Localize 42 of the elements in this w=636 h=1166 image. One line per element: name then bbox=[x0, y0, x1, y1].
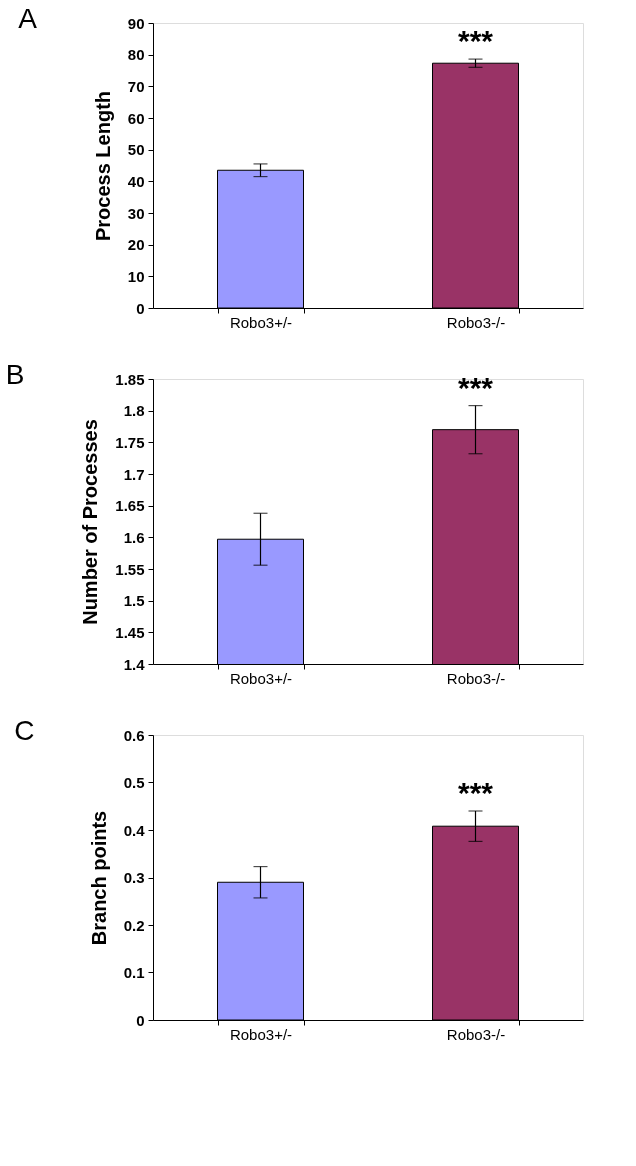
y-tick-label: 0.6 bbox=[123, 726, 145, 744]
y-tick-label: 80 bbox=[127, 46, 145, 64]
y-tick-label: 30 bbox=[127, 204, 145, 222]
y-tick-label: 50 bbox=[127, 141, 145, 159]
y-axis-title: Branch points bbox=[87, 810, 110, 946]
y-axis-title: Number of Processes bbox=[79, 419, 102, 625]
chart-title: B bbox=[5, 359, 25, 390]
y-tick-label: 0 bbox=[136, 1011, 145, 1029]
y-tick-label: 1.5 bbox=[123, 592, 145, 610]
y-tick-label: 1.45 bbox=[115, 623, 145, 641]
y-tick-label: 0.4 bbox=[123, 821, 146, 839]
x-tick-label: Robo3+/- bbox=[229, 313, 293, 331]
x-tick-label: Robo3+/- bbox=[229, 1025, 293, 1043]
y-tick-label: 20 bbox=[127, 236, 145, 254]
y-tick-label: 60 bbox=[127, 109, 145, 127]
y-tick-label: 1.6 bbox=[123, 528, 145, 546]
y-tick-label: 0.3 bbox=[123, 869, 145, 886]
y-tick-label: 1.4 bbox=[123, 655, 146, 673]
annotation: *** bbox=[457, 776, 494, 809]
x-tick-label: Robo3-/- bbox=[446, 1025, 506, 1043]
y-tick-label: 0.1 bbox=[123, 964, 145, 981]
y-tick-label: 0 bbox=[136, 299, 145, 317]
x-tick-label: Robo3-/- bbox=[446, 669, 506, 687]
y-tick-label: 1.65 bbox=[115, 497, 145, 515]
annotation: *** bbox=[457, 24, 494, 58]
y-tick-label: 0.5 bbox=[123, 774, 145, 791]
y-tick-label: 1.55 bbox=[115, 560, 145, 578]
y-tick-label: 90 bbox=[127, 14, 145, 32]
y-tick-label: 1.7 bbox=[123, 465, 145, 483]
y-axis-title: Process Length bbox=[91, 90, 114, 242]
chart-title: A bbox=[18, 3, 38, 34]
y-tick-label: 70 bbox=[127, 77, 145, 95]
y-tick-label: 40 bbox=[127, 172, 145, 190]
annotation: *** bbox=[457, 370, 494, 404]
y-tick-label: 10 bbox=[127, 267, 145, 285]
y-tick-label: 1.85 bbox=[115, 370, 145, 388]
chart-title: C bbox=[14, 715, 35, 746]
x-tick-label: Robo3+/- bbox=[229, 669, 293, 687]
y-tick-label: 1.8 bbox=[123, 402, 145, 420]
y-tick-label: 1.75 bbox=[115, 433, 145, 451]
y-tick-label: 0.2 bbox=[123, 916, 145, 934]
x-tick-label: Robo3-/- bbox=[446, 313, 506, 331]
